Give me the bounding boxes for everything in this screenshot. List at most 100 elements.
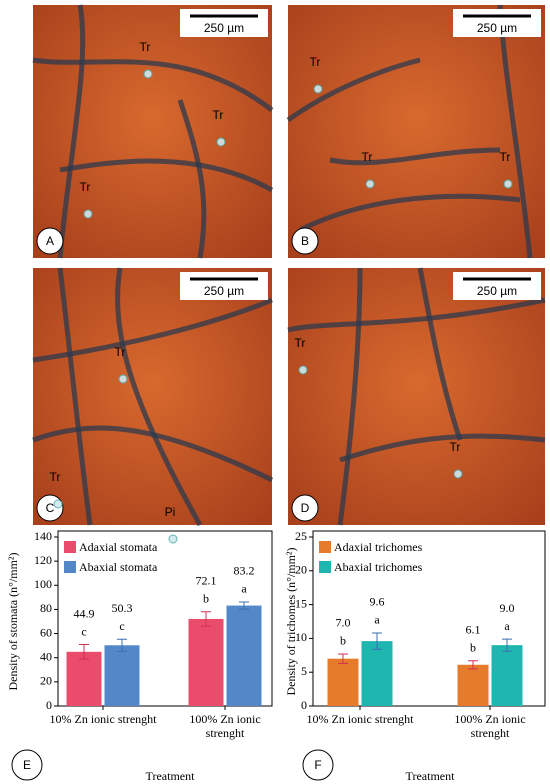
significance-letter: a xyxy=(504,619,510,633)
vein xyxy=(337,267,363,526)
panel-letter: E xyxy=(23,758,31,772)
vein xyxy=(115,267,203,527)
x-axis-label: Treatment xyxy=(406,769,456,783)
significance-letter: a xyxy=(374,613,380,627)
trichome xyxy=(168,534,178,544)
y-tick-label: 20 xyxy=(40,674,52,688)
photo-label: Tr xyxy=(362,150,373,164)
photo-label: Tr xyxy=(140,40,151,54)
photo-label: Pi xyxy=(165,505,176,519)
photo xyxy=(33,5,272,258)
y-tick-label: 25 xyxy=(295,529,307,543)
trichome xyxy=(453,469,463,479)
error-bar xyxy=(468,660,478,670)
panel-letter: A xyxy=(46,234,54,248)
legend-label: Adaxial stomata xyxy=(79,540,158,554)
significance-letter: a xyxy=(241,582,247,596)
panel-letter: D xyxy=(301,501,310,515)
legend-label: Abaxial trichomes xyxy=(334,560,423,574)
value-label: 9.6 xyxy=(370,595,385,609)
error-bar xyxy=(117,638,127,652)
scale-label: 250 µm xyxy=(204,284,244,298)
vein xyxy=(298,193,521,233)
scale-box xyxy=(180,9,268,37)
scale-label: 250 µm xyxy=(477,284,517,298)
photo-label: Tr xyxy=(450,440,461,454)
photo-label: Tr xyxy=(295,336,306,350)
legend-swatch xyxy=(64,541,76,553)
value-label: 72.1 xyxy=(196,573,217,587)
error-bar xyxy=(372,632,382,650)
vein xyxy=(329,147,501,166)
panel-circle xyxy=(291,494,319,522)
bar xyxy=(327,658,359,706)
bar xyxy=(66,651,102,706)
photo-label: Tr xyxy=(50,470,61,484)
trichome xyxy=(83,209,93,219)
scale-label: 250 µm xyxy=(477,21,517,35)
x-tick-wrap: 100% Zn ionic strenght xyxy=(454,712,526,740)
photo-label: Tr xyxy=(310,55,321,69)
photo-label: Tr xyxy=(213,108,224,122)
trichome xyxy=(216,137,226,147)
x-axis-label: Treatment xyxy=(146,769,196,783)
vein xyxy=(57,267,93,526)
x-tick-label: 10% Zn ionic strenght xyxy=(306,712,414,726)
photo-label: Tr xyxy=(115,345,126,359)
y-tick-label: 140 xyxy=(34,529,52,543)
vein xyxy=(32,297,273,363)
legend-swatch xyxy=(319,541,331,553)
error-bar xyxy=(239,601,249,610)
x-tick-wrap: 10% Zn ionic strenght xyxy=(306,712,414,726)
value-label: 7.0 xyxy=(336,616,351,630)
scale-box xyxy=(453,272,541,300)
vein xyxy=(286,57,421,123)
bar xyxy=(226,605,262,706)
bar xyxy=(188,618,224,706)
trichome xyxy=(143,69,153,79)
error-bar xyxy=(338,653,348,664)
panel-circle xyxy=(11,749,43,781)
legend-label: Abaxial stomata xyxy=(79,560,158,574)
photo xyxy=(33,268,272,525)
photo-label: Tr xyxy=(80,180,91,194)
bar xyxy=(491,645,523,706)
panel-circle xyxy=(302,749,334,781)
panel-letter: F xyxy=(314,758,321,772)
vein xyxy=(32,425,274,483)
legend-swatch xyxy=(64,561,76,573)
panel-circle xyxy=(36,227,64,255)
trichome xyxy=(53,499,63,509)
value-label: 6.1 xyxy=(466,622,481,636)
error-bar xyxy=(502,638,512,652)
y-tick-label: 40 xyxy=(40,649,52,663)
y-tick-label: 0 xyxy=(46,698,52,712)
y-tick-label: 80 xyxy=(40,601,52,615)
photo-label: Tr xyxy=(500,150,511,164)
value-label: 44.9 xyxy=(74,606,95,620)
vein xyxy=(59,158,274,193)
plot-frame xyxy=(57,530,273,707)
error-bar xyxy=(79,644,89,660)
y-tick-label: 60 xyxy=(40,625,52,639)
significance-letter: c xyxy=(119,619,124,633)
y-tick-label: 5 xyxy=(301,664,307,678)
vein xyxy=(32,57,274,112)
y-tick-label: 0 xyxy=(301,698,307,712)
y-axis-label: Density of stomata (n°/mm²) xyxy=(6,552,20,690)
y-tick-label: 120 xyxy=(34,553,52,567)
y-tick-label: 20 xyxy=(295,563,307,577)
significance-letter: c xyxy=(81,624,86,638)
x-tick-label: 100% Zn ionic strenght xyxy=(454,712,526,740)
photo xyxy=(288,268,545,525)
value-label: 83.2 xyxy=(234,564,255,578)
panel-letter: C xyxy=(46,501,55,515)
error-bar xyxy=(201,611,211,627)
value-label: 50.3 xyxy=(112,601,133,615)
plot-frame xyxy=(312,530,546,707)
vein xyxy=(177,99,207,259)
vein xyxy=(417,267,463,441)
scale-label: 250 µm xyxy=(204,21,244,35)
significance-letter: b xyxy=(203,591,209,605)
